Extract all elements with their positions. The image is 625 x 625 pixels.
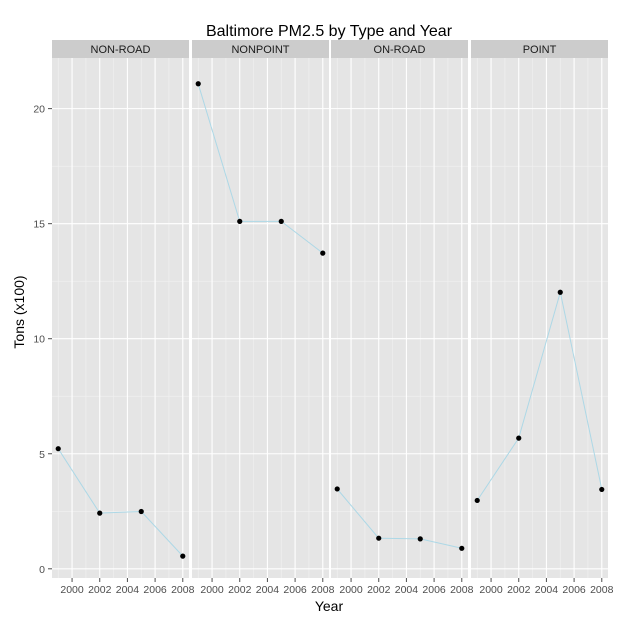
strip-background <box>52 40 189 58</box>
data-point <box>459 545 465 551</box>
x-tick-label: 2006 <box>283 584 307 596</box>
x-tick-label: 2004 <box>535 584 559 596</box>
x-tick-label: 2008 <box>311 584 335 596</box>
data-point <box>474 497 480 504</box>
strip-label: POINT <box>523 44 557 56</box>
strip-background <box>331 40 468 58</box>
y-axis-title: Tons (x100) <box>11 275 27 348</box>
x-tick-label: 2008 <box>171 584 195 596</box>
y-tick-label: 15 <box>33 219 45 231</box>
data-point <box>516 435 522 441</box>
x-tick-label: 2000 <box>479 584 503 596</box>
y-tick-label: 5 <box>39 449 45 461</box>
strip-label: NON-ROAD <box>91 44 151 56</box>
data-point <box>334 486 340 492</box>
x-tick-label: 2008 <box>450 584 474 596</box>
x-axis-title: Year <box>315 598 344 614</box>
facet-panel-on-road: ON-ROAD 2000 2002 2004 2006 2008 <box>331 40 474 596</box>
x-tick-label: 2002 <box>507 584 531 596</box>
data-point <box>376 535 382 541</box>
data-point <box>180 553 186 559</box>
facet-panel-point: POINT 2000 2002 2004 2006 2008 <box>471 40 614 596</box>
strip-label: NONPOINT <box>231 44 289 56</box>
panel-background <box>192 58 329 578</box>
panel-background <box>52 58 189 578</box>
series-line <box>336 488 462 549</box>
data-point <box>278 218 284 224</box>
chart-title: Baltimore PM2.5 by Type and Year <box>206 23 453 40</box>
strip-label: ON-ROAD <box>374 44 426 56</box>
x-tick-label: 2004 <box>116 584 140 596</box>
data-point <box>55 446 61 452</box>
x-tick-label: 2000 <box>60 584 84 596</box>
x-tick-label: 2000 <box>200 584 224 596</box>
x-tick-label: 2002 <box>367 584 391 596</box>
y-tick-label: 20 <box>33 104 45 116</box>
panel-background <box>471 58 608 578</box>
x-tick-label: 2006 <box>562 584 586 596</box>
series-line <box>57 448 184 557</box>
x-tick-label: 2004 <box>395 584 419 596</box>
y-tick-label: 10 <box>33 334 45 346</box>
data-point <box>599 486 605 493</box>
x-tick-label: 2002 <box>228 584 252 596</box>
series-line <box>476 292 603 501</box>
x-tick-label: 2006 <box>422 584 446 596</box>
data-point <box>417 536 423 542</box>
x-tick-label: 2004 <box>256 584 280 596</box>
strip-background <box>471 40 608 58</box>
data-point <box>320 250 326 256</box>
y-axis: 0 5 10 15 20 <box>33 104 52 576</box>
x-tick-label: 2008 <box>590 584 614 596</box>
panel-background <box>331 58 468 578</box>
x-tick-label: 2006 <box>143 584 167 596</box>
data-point <box>237 218 243 224</box>
facet-panel-nonpoint: NONPOINT 2000 2002 2004 2006 2008 <box>192 40 335 596</box>
data-point <box>557 289 563 295</box>
data-point <box>138 508 144 515</box>
x-tick-label: 2002 <box>88 584 112 596</box>
series-line <box>197 83 324 254</box>
data-point <box>195 81 201 87</box>
y-tick-label: 0 <box>39 564 45 576</box>
facet-panel-non-road: NON-ROAD 2000 2002 2004 2006 2008 <box>52 40 195 596</box>
data-point <box>97 510 103 516</box>
x-tick-label: 2000 <box>339 584 363 596</box>
strip-background <box>192 40 329 58</box>
